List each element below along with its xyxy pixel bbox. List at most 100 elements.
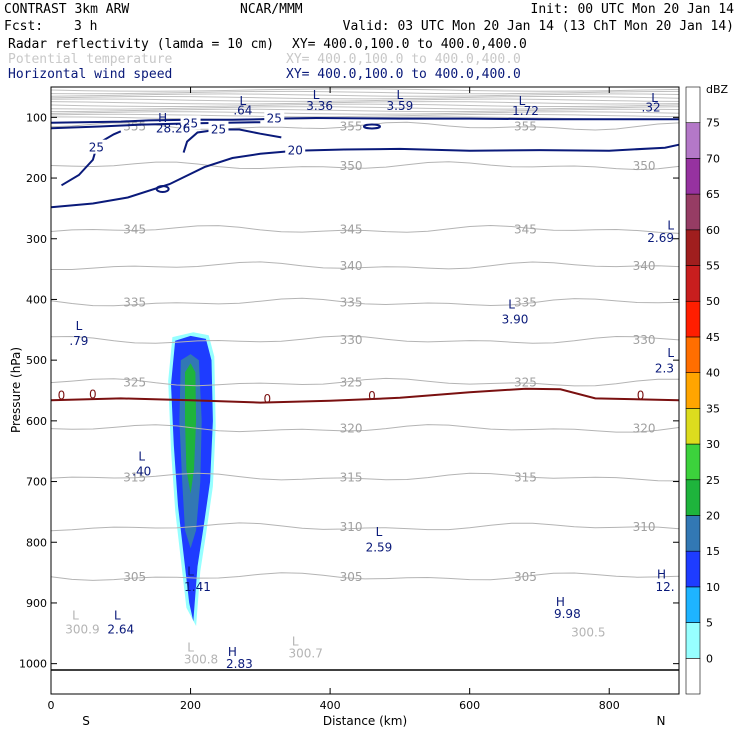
annotation-wind: 3.36 bbox=[306, 99, 333, 113]
theta-label-335: 335 bbox=[123, 295, 146, 309]
field-name-theta: Potential temperature bbox=[8, 52, 173, 67]
annotation-theta: 300.7 bbox=[289, 647, 323, 661]
upper-theta-line bbox=[50, 95, 680, 100]
upper-theta-line bbox=[50, 90, 680, 95]
x-end-label-north: N bbox=[657, 714, 666, 728]
y-tick-label: 600 bbox=[26, 415, 47, 428]
zero-contour-line bbox=[50, 387, 680, 404]
colorbar-swatch bbox=[685, 515, 701, 552]
annotation-wind: 2.69 bbox=[647, 231, 674, 245]
theta-contour-315 bbox=[50, 472, 680, 482]
colorbar-unit: dBZ bbox=[706, 83, 729, 96]
annotation-wind: .79 bbox=[69, 334, 88, 348]
wind-contour-label-25: 25 bbox=[211, 122, 226, 136]
theta-label-355: 355 bbox=[340, 119, 363, 133]
theta-label-335: 335 bbox=[514, 295, 537, 309]
theta-label-315: 315 bbox=[514, 470, 537, 484]
x-tick-label: 200 bbox=[180, 699, 201, 712]
annotation-wind: L bbox=[138, 449, 145, 463]
annotation-wind: L bbox=[667, 346, 674, 360]
init-time: Init: 00 UTC Mon 20 Jan 14 bbox=[531, 2, 735, 17]
colorbar-level-label: 55 bbox=[706, 260, 720, 273]
wind-contour-label-20: 20 bbox=[288, 144, 303, 158]
annotation-wind: 28.26 bbox=[156, 122, 190, 136]
theta-label-350: 350 bbox=[340, 159, 363, 173]
colorbar-level-label: 65 bbox=[706, 188, 720, 201]
colorbar-swatch bbox=[685, 479, 701, 516]
colorbar-level-label: 5 bbox=[706, 617, 713, 630]
annotation-wind: L bbox=[187, 565, 194, 579]
theta-contour-325 bbox=[50, 377, 680, 387]
annotation-wind: L bbox=[76, 319, 83, 333]
colorbar-level-label: 15 bbox=[706, 545, 720, 558]
wind-contour-25 bbox=[50, 121, 261, 130]
colorbar-level-label: 0 bbox=[706, 652, 713, 665]
annotation-wind: .40 bbox=[132, 464, 151, 478]
annotation-zero: 0 bbox=[263, 392, 271, 406]
y-tick-label: 500 bbox=[26, 354, 47, 367]
annotation-theta: L bbox=[187, 641, 194, 655]
plot-area bbox=[51, 87, 679, 694]
theta-label-315: 315 bbox=[123, 470, 146, 484]
upper-theta-line bbox=[50, 93, 680, 97]
theta-label-320: 320 bbox=[633, 422, 656, 436]
y-tick-label: 100 bbox=[26, 111, 47, 124]
annotation-wind: .64 bbox=[233, 103, 252, 117]
annotation-wind: H bbox=[228, 645, 237, 659]
x-axis-label: Distance (km) bbox=[323, 714, 407, 728]
colorbar-swatch bbox=[685, 122, 701, 159]
colorbar-level-label: 25 bbox=[706, 474, 720, 487]
theta-label-310: 310 bbox=[633, 520, 656, 534]
upper-theta-line bbox=[50, 103, 680, 107]
y-tick-label: 300 bbox=[26, 233, 47, 246]
wind-label-bg bbox=[264, 110, 285, 125]
theta-label-305: 305 bbox=[123, 570, 146, 584]
theta-label-330: 330 bbox=[340, 333, 363, 347]
field-name-reflectivity: Radar reflectivity (lamda = 10 cm) bbox=[8, 37, 274, 52]
wind-contour-label-25: 25 bbox=[267, 112, 282, 126]
wind-small-closed-contour bbox=[362, 123, 381, 130]
colorbar-swatch bbox=[685, 193, 701, 231]
annotation-wind: .32 bbox=[642, 100, 661, 114]
theta-contours: 305 305 305 310 310 315 315 315 320 320 325 325 325 3… bbox=[50, 119, 680, 584]
annotation-wind: 2.64 bbox=[107, 622, 134, 636]
upper-theta-line bbox=[50, 101, 680, 105]
colorbar-swatch bbox=[685, 622, 701, 659]
y-tick-label: 400 bbox=[26, 293, 47, 306]
colorbar-level-label: 40 bbox=[706, 367, 720, 380]
y-tick-label: 200 bbox=[26, 172, 47, 185]
theta-label-325: 325 bbox=[340, 376, 363, 390]
theta-label-310: 310 bbox=[340, 520, 363, 534]
theta-contour-335 bbox=[50, 297, 680, 307]
annotation-wind: H bbox=[556, 595, 565, 609]
annotation-wind: 2.59 bbox=[366, 540, 393, 554]
annotation-wind: L bbox=[313, 88, 320, 102]
theta-label-355: 355 bbox=[514, 119, 537, 133]
y-tick-label: 900 bbox=[26, 597, 47, 610]
wind-contour-label-25: 25 bbox=[89, 141, 104, 155]
annotation-wind: 2.3 bbox=[655, 361, 674, 375]
plot-frame bbox=[50, 86, 680, 695]
annotation-wind: L bbox=[508, 298, 515, 312]
annotation-wind: H bbox=[657, 568, 666, 582]
x-tick-label: 0 bbox=[48, 699, 55, 712]
wind-label-bg bbox=[208, 121, 229, 136]
annotation-wind: L bbox=[240, 94, 247, 108]
annotation-zero: 0 bbox=[637, 389, 645, 403]
theta-contour-340 bbox=[51, 261, 680, 270]
annotation-wind: L bbox=[667, 219, 674, 233]
upper-theta-line bbox=[50, 108, 680, 113]
theta-contour-305 bbox=[50, 572, 680, 581]
annotation-wind: L bbox=[519, 94, 526, 108]
annotation-wind: 1.41 bbox=[184, 580, 211, 594]
colorbar-swatch bbox=[685, 408, 701, 445]
theta-contour-310 bbox=[50, 522, 680, 532]
y-axis-label: Pressure (hPa) bbox=[9, 347, 23, 433]
upper-theta-band bbox=[50, 88, 680, 120]
theta-label-355: 355 bbox=[123, 119, 146, 133]
theta-label-335: 335 bbox=[340, 295, 363, 309]
x-tick-label: 400 bbox=[320, 699, 341, 712]
annotation-wind: 12. bbox=[655, 580, 674, 594]
annotation-wind: L bbox=[376, 525, 383, 539]
